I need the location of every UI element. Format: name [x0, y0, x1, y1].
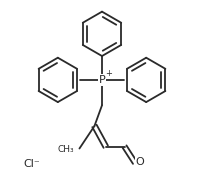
- Text: +: +: [105, 69, 112, 78]
- Text: P: P: [99, 75, 105, 85]
- Text: CH₃: CH₃: [58, 145, 74, 154]
- Text: Cl⁻: Cl⁻: [23, 158, 40, 169]
- Text: O: O: [135, 157, 144, 167]
